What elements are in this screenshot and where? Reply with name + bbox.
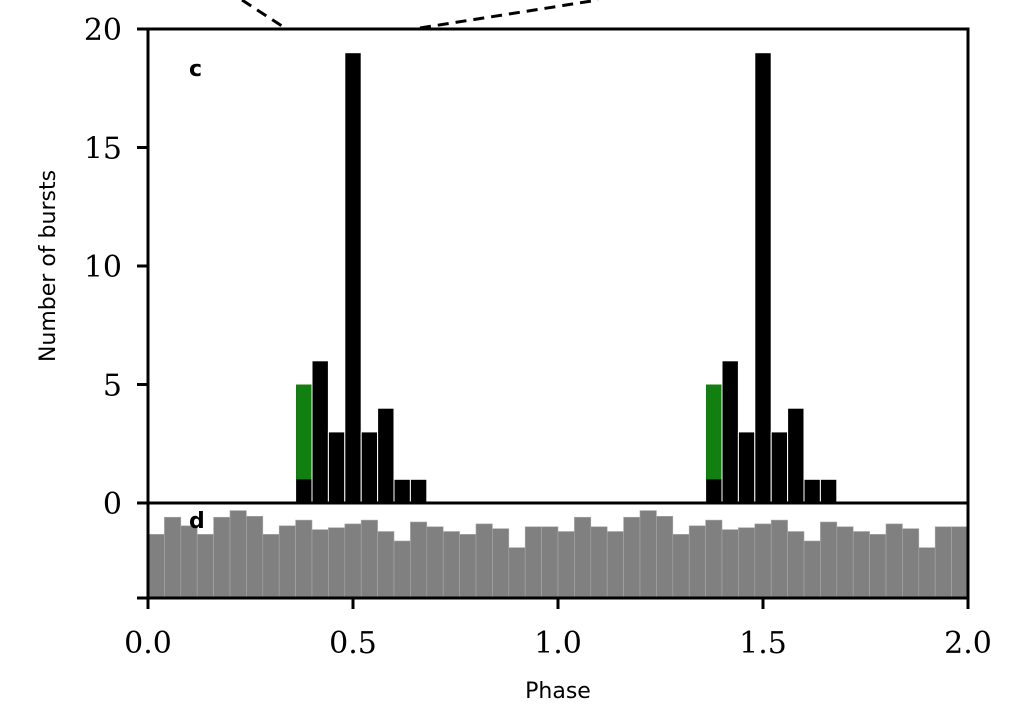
panel-d-bar [524, 526, 542, 599]
panel-d-bar [311, 529, 329, 599]
panel-d-bar [705, 519, 723, 599]
panel-d-bar [295, 519, 313, 599]
panel-d-bar [426, 526, 444, 599]
panel-d-bar [541, 526, 559, 599]
panel-d-bar [902, 528, 920, 599]
panel-c-bar [327, 431, 346, 504]
panel-c-bar [803, 478, 821, 504]
panel-c-bar [737, 431, 756, 504]
panel-d-bar [574, 516, 592, 599]
panel-d-bar [951, 526, 969, 599]
panel-c-bar [311, 360, 329, 504]
zoom-connector-left [241, 0, 286, 30]
panel-d-bar [770, 519, 788, 599]
y-tick-label: 5 [103, 369, 122, 404]
panel-d-bar [492, 528, 510, 599]
zoom-connector-right [419, 0, 599, 30]
panel-d-bar [557, 531, 575, 599]
x-tick-label: 2.0 [944, 626, 992, 661]
panel-d-bar [442, 531, 460, 599]
panel-d-bar [885, 523, 903, 599]
x-axis-label: Phase [525, 679, 591, 704]
panel-d-bar [377, 531, 395, 599]
panel-c-bar [754, 52, 772, 504]
panel-d-bar [344, 523, 362, 599]
panel-c-label: c [189, 57, 202, 82]
panel-d-bar [164, 516, 182, 599]
y-axis-label: Number of bursts [36, 170, 61, 362]
x-tick-label: 1.0 [534, 626, 582, 661]
panel-d-bar [656, 515, 674, 599]
panel-d-bar [229, 510, 247, 599]
panel-d-bar [918, 547, 936, 599]
y-tick-label: 15 [84, 132, 122, 167]
panel-d-bar [623, 516, 641, 599]
y-axis-ticks: 0 5 10 15 20 [84, 13, 148, 600]
panel-d-bar [393, 540, 411, 599]
panel-d-bar [475, 523, 493, 599]
x-axis-ticks: 0.0 0.5 1.0 1.5 2.0 [124, 598, 992, 661]
panel-c-highlight-bar [296, 384, 312, 480]
panel-c-highlight-bar [706, 384, 722, 480]
panel-d-label: d [189, 509, 205, 534]
panel-d-bar [508, 547, 526, 599]
panel-d-bar [147, 534, 165, 599]
x-tick-label: 0.5 [329, 626, 377, 661]
panel-d-bar [803, 540, 821, 599]
panel-d-bar [869, 534, 887, 599]
panel-d-bar [934, 526, 952, 599]
panel-c-bar [721, 360, 739, 504]
panel-d-bar [787, 531, 805, 599]
panel-d-bar [410, 521, 428, 599]
panel-d-bar [278, 525, 296, 599]
panel-d-bars [147, 510, 969, 599]
panel-d-bar [672, 534, 690, 599]
panel-d-bar [180, 525, 198, 599]
panel-d-bar [213, 516, 231, 599]
panel-d-bar [360, 519, 378, 599]
panel-c-bars [295, 52, 838, 504]
panel-d-bar [459, 534, 477, 599]
panel-d-bar [688, 525, 706, 599]
panel-c-bar [409, 478, 428, 504]
x-tick-label: 1.5 [739, 626, 787, 661]
panel-c-bar [770, 431, 789, 504]
panel-d-bar [754, 523, 772, 599]
panel-d-bar [738, 527, 756, 599]
panel-c-frame [146, 27, 970, 505]
panel-d-bar [606, 531, 624, 599]
panel-c-bar [819, 478, 838, 504]
panel-d-bar [246, 515, 264, 599]
y-tick-label: 10 [84, 250, 122, 285]
panel-d-bar [820, 521, 838, 599]
panel-c-bar [360, 431, 379, 504]
y-tick-label: 0 [103, 487, 122, 522]
panel-d-bar [639, 510, 657, 599]
panel-c-bar [787, 407, 805, 504]
panel-d-bar [852, 531, 870, 599]
x-tick-label: 0.0 [124, 626, 172, 661]
panel-d-bar [262, 534, 280, 599]
panel-c-bar [377, 407, 395, 504]
panel-d-bar [328, 527, 346, 599]
panel-d-bar [590, 526, 608, 599]
y-tick-label: 20 [84, 13, 122, 48]
panel-c-bar [393, 478, 411, 504]
panel-d-bar [721, 529, 739, 599]
panel-d-bar [836, 526, 854, 599]
panel-d-bar [196, 534, 214, 599]
panel-c-bar [344, 52, 362, 504]
